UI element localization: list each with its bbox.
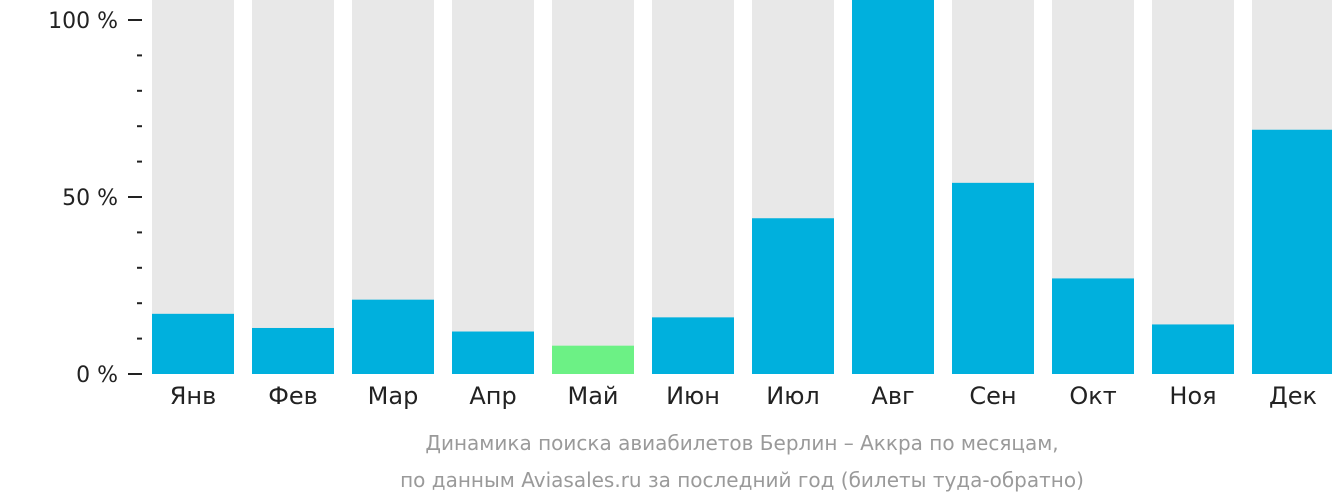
x-tick-label-8: Авг	[871, 382, 914, 410]
bar-10	[1052, 278, 1134, 374]
x-tick-label-3: Мар	[368, 382, 419, 410]
bar-6	[652, 317, 734, 374]
background-bar-4	[452, 0, 534, 374]
bar-12	[1252, 129, 1332, 374]
background-bar-11	[1152, 0, 1234, 374]
data-bars	[152, 0, 1332, 374]
y-tick-label-1: 0 %	[76, 363, 118, 388]
caption-line-1: Динамика поиска авиабилетов Берлин – Акк…	[425, 431, 1058, 455]
y-tick-label-2: 50 %	[62, 186, 118, 211]
background-bar-6	[652, 0, 734, 374]
x-tick-label-1: Янв	[170, 382, 217, 410]
background-bar-5	[552, 0, 634, 374]
y-axis: 0 % 50 % 100 %	[48, 9, 142, 388]
bar-9	[952, 182, 1034, 374]
x-tick-label-12: Дек	[1269, 382, 1317, 410]
x-tick-label-10: Окт	[1069, 382, 1116, 410]
background-bar-1	[152, 0, 234, 374]
x-tick-label-5: Май	[567, 382, 618, 410]
bar-7	[752, 218, 834, 374]
bar-1	[152, 313, 234, 374]
chart-caption: Динамика поиска авиабилетов Берлин – Акк…	[400, 431, 1084, 492]
bar-4	[452, 331, 534, 374]
bar-5	[552, 345, 634, 374]
caption-line-2: по данным Aviasales.ru за последний год …	[400, 468, 1084, 492]
bar-8	[852, 0, 934, 374]
x-tick-label-11: Ноя	[1169, 382, 1216, 410]
x-tick-label-2: Фев	[268, 382, 318, 410]
x-tick-label-7: Июл	[766, 382, 820, 410]
x-tick-label-6: Июн	[666, 382, 720, 410]
y-tick-label-3: 100 %	[48, 9, 118, 34]
background-bars	[152, 0, 1332, 374]
bar-3	[352, 299, 434, 374]
x-axis-labels: Янв Фев Мар Апр Май Июн Июл Авг Сен Окт Ноя Дек	[170, 382, 1317, 410]
x-tick-label-4: Апр	[469, 382, 516, 410]
bar-2	[252, 327, 334, 374]
bar-11	[1152, 324, 1234, 374]
background-bar-2	[252, 0, 334, 374]
x-tick-label-9: Сен	[969, 382, 1016, 410]
